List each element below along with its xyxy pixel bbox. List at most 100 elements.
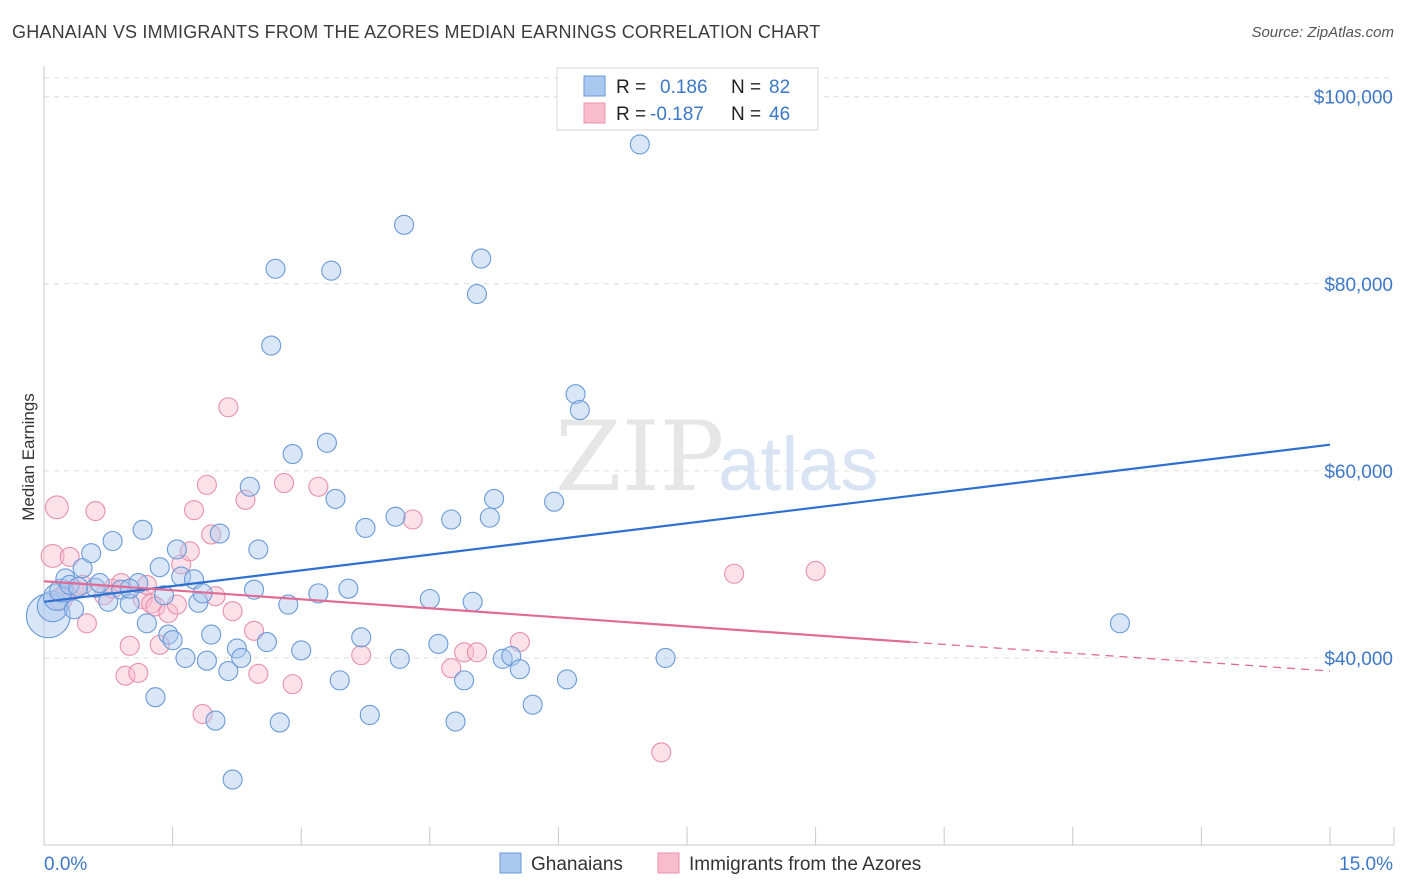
ghanaians-point	[68, 576, 89, 597]
azores-point	[235, 489, 256, 510]
ghanaians-point	[316, 432, 337, 453]
ghanaians-point	[282, 443, 303, 465]
trend-lines	[43, 443, 1331, 672]
ghanaians-point	[565, 384, 586, 405]
ghanaians-point	[63, 599, 85, 620]
ghanaians-point	[394, 214, 415, 235]
ghanaians-point	[655, 647, 676, 668]
ghanaians-point	[471, 248, 492, 269]
ghanaians-point	[278, 594, 299, 615]
azores-point	[119, 635, 140, 656]
azores-point	[128, 662, 149, 683]
azores-point	[351, 645, 372, 666]
azores-point	[40, 544, 65, 568]
ghanaians-point	[291, 640, 312, 661]
azores-point	[59, 546, 80, 567]
ghanaians-point	[231, 647, 252, 668]
azores-point	[115, 665, 136, 686]
ghanaians-point	[569, 400, 590, 421]
ghanaians-point	[72, 558, 93, 579]
azores-point	[205, 586, 226, 607]
legend-swatch-ghanaians	[583, 75, 606, 97]
ghanaians-point	[522, 694, 543, 715]
ghanaians-point	[261, 335, 282, 356]
ghanaians-point	[454, 670, 475, 691]
legend-r-value-2: -0.187	[650, 104, 704, 125]
ghanaians-point	[265, 258, 286, 279]
y-tick-label: $60,000	[1324, 462, 1393, 483]
ghanaians-point	[119, 593, 140, 614]
ghanaians-point	[389, 648, 410, 669]
ghanaians-point	[441, 509, 462, 530]
azores-point	[243, 620, 265, 641]
azores-trend-line-extension	[909, 641, 1331, 672]
source-label: Source: ZipAtlas.com	[1251, 24, 1394, 41]
azores-point	[724, 563, 745, 584]
azores-point	[76, 613, 97, 634]
azores-point	[218, 397, 239, 418]
ghanaians-point	[484, 488, 505, 509]
ghanaians-point	[355, 517, 376, 538]
azores-point	[145, 596, 166, 617]
azores-point	[183, 500, 205, 521]
azores-point	[402, 509, 423, 530]
ghanaians-point	[188, 592, 209, 613]
ghanaians-point	[359, 704, 380, 726]
bottom-legend-label-azores: Immigrants from the Azores	[689, 854, 921, 875]
legend-r-label-1: R =	[616, 77, 646, 98]
azores-point	[651, 742, 672, 763]
azores-point	[44, 495, 69, 520]
grid-lines	[44, 77, 1394, 659]
azores-point	[179, 541, 200, 562]
ghanaians-point	[132, 519, 153, 540]
y-tick-labels: $40,000 $60,000 $80,000 $100,000	[1314, 88, 1393, 670]
y-tick-label: $100,000	[1314, 88, 1393, 109]
ghanaians-point	[1109, 613, 1131, 634]
ghanaians-point	[226, 638, 247, 659]
ghanaians-point	[166, 539, 187, 560]
y-axis-label: Median Earnings	[19, 393, 38, 521]
ghanaians-point	[445, 711, 466, 732]
azores-point	[248, 663, 269, 684]
bottom-legend-swatch-ghanaians	[499, 852, 522, 874]
ghanaians-point	[175, 647, 196, 668]
legend-n-label-2: N =	[731, 104, 761, 125]
ghanaians-point	[201, 624, 222, 645]
azores-point	[282, 674, 303, 695]
ghanaians-point	[145, 687, 166, 708]
ghanaians-point	[81, 543, 102, 564]
ghanaians-point	[218, 660, 239, 682]
azores-trend-line	[43, 580, 910, 644]
bottom-legend-label-ghanaians: Ghanaians	[531, 854, 623, 875]
correlation-legend: R = 0.186 N = 82 R = -0.187 N = 46	[556, 67, 819, 131]
series-ghanaians-points	[25, 134, 1131, 790]
legend-r-value-1: 0.186	[660, 77, 708, 98]
ghanaians-point	[248, 539, 269, 560]
ghanaians-point	[243, 579, 265, 600]
legend-swatch-azores	[583, 102, 606, 124]
ghanaians-point	[462, 591, 483, 612]
ghanaians-point	[102, 530, 123, 552]
ghanaians-point	[136, 613, 157, 634]
ghanaians-point	[149, 557, 170, 578]
azores-point	[149, 634, 170, 655]
ghanaians-point	[509, 659, 530, 680]
y-tick-label: $40,000	[1324, 649, 1393, 670]
axes	[43, 66, 1395, 846]
ghanaians-point	[556, 669, 578, 690]
ghanaians-point	[89, 573, 110, 594]
ghanaians-point	[196, 650, 217, 671]
ghanaians-point	[544, 491, 565, 512]
azores-point	[441, 658, 462, 679]
azores-point	[466, 642, 488, 663]
ghanaians-point	[325, 488, 346, 509]
ghanaians-point	[479, 507, 500, 528]
x-tick-label-max: 15.0%	[1339, 854, 1393, 875]
azores-point	[192, 703, 213, 725]
ghanaians-point	[321, 260, 342, 281]
legend-n-value-1: 82	[769, 77, 790, 98]
azores-point	[308, 476, 329, 497]
x-tick-label-min: 0.0%	[44, 854, 87, 875]
ghanaians-point	[308, 583, 329, 604]
y-tick-label: $80,000	[1324, 275, 1393, 296]
